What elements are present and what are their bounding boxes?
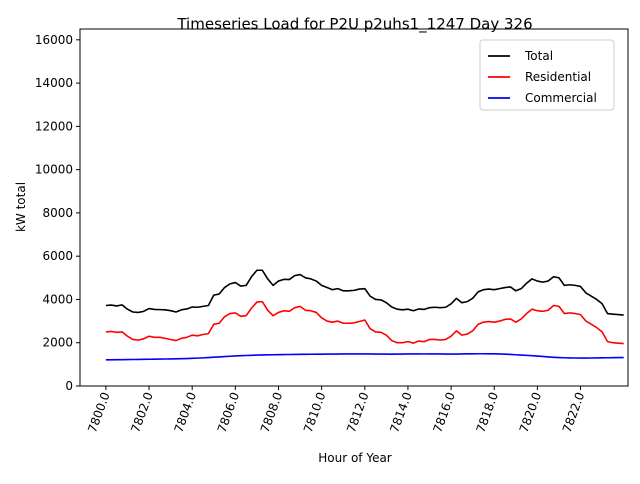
y-tick-label: 2000	[42, 336, 73, 350]
series-line-residential	[105, 300, 624, 345]
x-axis-label: Hour of Year	[318, 451, 392, 465]
legend-box	[479, 39, 615, 111]
plot-area	[105, 269, 624, 361]
legend-label-total: Total	[524, 49, 553, 63]
y-tick-label: 16000	[35, 33, 73, 47]
y-tick-label: 10000	[35, 163, 73, 177]
legend-label-commercial: Commercial	[525, 91, 597, 105]
chart-title: Timeseries Load for P2U p2uhs1_1247 Day …	[176, 15, 532, 34]
series-line-total	[105, 269, 624, 316]
legend-label-residential: Residential	[525, 70, 591, 84]
y-tick-label: 6000	[42, 249, 73, 263]
series-line-commercial	[105, 352, 624, 361]
y-tick-label: 14000	[35, 76, 73, 90]
y-axis-label: kW total	[14, 182, 28, 232]
y-tick-label: 4000	[42, 292, 73, 306]
y-tick-label: 0	[65, 379, 73, 393]
legend: Total Residential Commercial	[479, 39, 615, 111]
y-tick-label: 12000	[35, 119, 73, 133]
y-tick-label: 8000	[42, 206, 73, 220]
axes-frame	[79, 28, 629, 387]
